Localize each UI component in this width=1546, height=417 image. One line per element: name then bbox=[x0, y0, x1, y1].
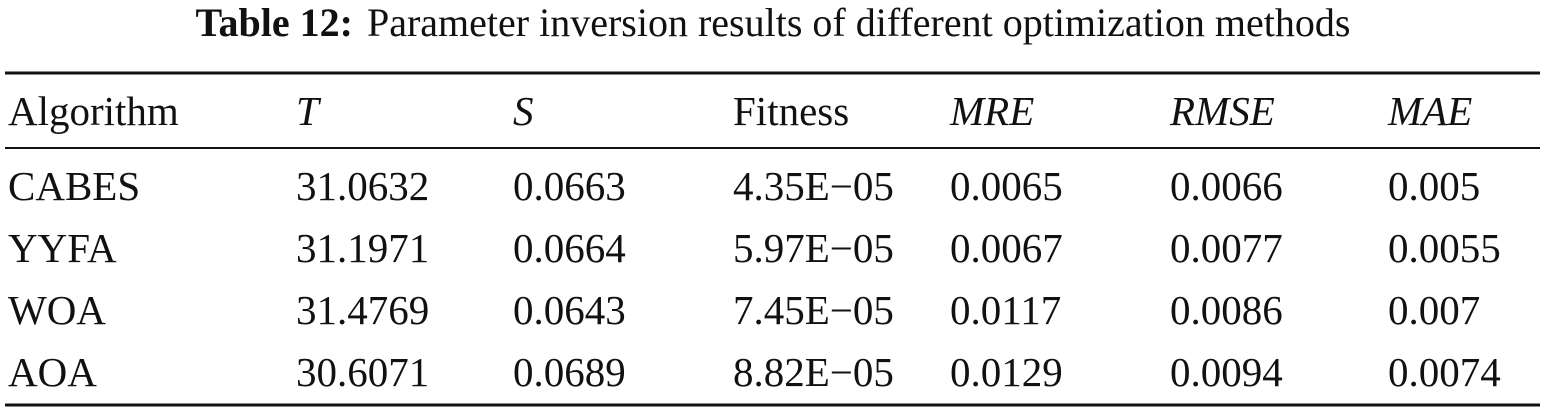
table-cell: 7.45E−05 bbox=[733, 287, 894, 333]
header-cell: S bbox=[513, 88, 534, 134]
table-cell: 31.0632 bbox=[296, 163, 429, 209]
header-cell: Fitness bbox=[733, 88, 849, 134]
table-cell: 0.0094 bbox=[1170, 349, 1283, 395]
table-cell: 0.0074 bbox=[1388, 349, 1501, 395]
table-cell: 4.35E−05 bbox=[733, 163, 894, 209]
caption: Table 12: Parameter inversion results of … bbox=[196, 0, 1351, 45]
table-cell: CABES bbox=[8, 163, 140, 209]
table-cell: WOA bbox=[8, 287, 106, 333]
table-cell: 0.0086 bbox=[1170, 287, 1283, 333]
header-cell: MAE bbox=[1387, 88, 1472, 134]
caption-label: Table 12: bbox=[196, 0, 353, 45]
table-cell: YYFA bbox=[8, 225, 117, 271]
table-cell: 0.005 bbox=[1388, 163, 1480, 209]
header-cell: T bbox=[296, 88, 322, 134]
table-cell: 0.0129 bbox=[950, 349, 1063, 395]
table-cell: 0.0117 bbox=[950, 287, 1061, 333]
table-cell: AOA bbox=[8, 349, 97, 395]
table-cell: 0.0664 bbox=[513, 225, 626, 271]
header-cell: Algorithm bbox=[8, 88, 179, 134]
header-cell: MRE bbox=[949, 88, 1034, 134]
table-cell: 0.0067 bbox=[950, 225, 1063, 271]
table-cell: 0.0065 bbox=[950, 163, 1063, 209]
table-cell: 8.82E−05 bbox=[733, 349, 894, 395]
table-cell: 0.0663 bbox=[513, 163, 626, 209]
table-cell: 0.007 bbox=[1388, 287, 1480, 333]
table-cell: 0.0689 bbox=[513, 349, 626, 395]
header-cell: RMSE bbox=[1169, 88, 1275, 134]
table-cell: 0.0077 bbox=[1170, 225, 1283, 271]
table-cell: 0.0643 bbox=[513, 287, 626, 333]
table-cell: 5.97E−05 bbox=[733, 225, 894, 271]
table-cell: 31.4769 bbox=[296, 287, 429, 333]
table-cell: 31.1971 bbox=[296, 225, 429, 271]
table-cell: 0.0066 bbox=[1170, 163, 1283, 209]
caption-text: Parameter inversion results of different… bbox=[367, 0, 1350, 45]
table-cell: 0.0055 bbox=[1388, 225, 1501, 271]
table-cell: 30.6071 bbox=[296, 349, 429, 395]
